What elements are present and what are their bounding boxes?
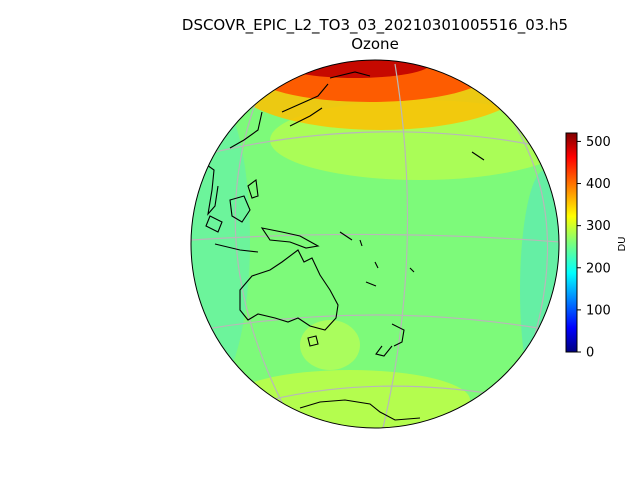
- colorbar-tick-label: 400: [586, 177, 611, 192]
- coastlines: [199, 71, 485, 421]
- colorbar-tick-label: 500: [586, 135, 611, 150]
- ozone-field-max: [280, 60, 430, 78]
- colorbar-tick-label: 100: [586, 303, 611, 318]
- ozone-field-patch: [300, 320, 360, 370]
- colorbar-gradient: [565, 132, 578, 353]
- figure-subtitle: Ozone: [351, 35, 399, 53]
- colorbar-tick-label: 200: [586, 261, 611, 276]
- colorbar-ticks: 0 100 200 300 400 500: [577, 135, 611, 361]
- globe: [191, 60, 559, 428]
- ozone-field-midlat-south: [230, 370, 470, 428]
- globe-outline: [190, 59, 560, 429]
- figure-title: DSCOVR_EPIC_L2_TO3_03_20210301005516_03.…: [181, 16, 569, 34]
- colorbar-tick-label: 0: [586, 346, 594, 361]
- ozone-field-limb-west: [191, 90, 250, 390]
- colorbar: 0 100 200 300 400 500 DU: [565, 132, 628, 361]
- colorbar-tick-label: 300: [586, 219, 611, 234]
- colorbar-label: DU: [617, 236, 628, 251]
